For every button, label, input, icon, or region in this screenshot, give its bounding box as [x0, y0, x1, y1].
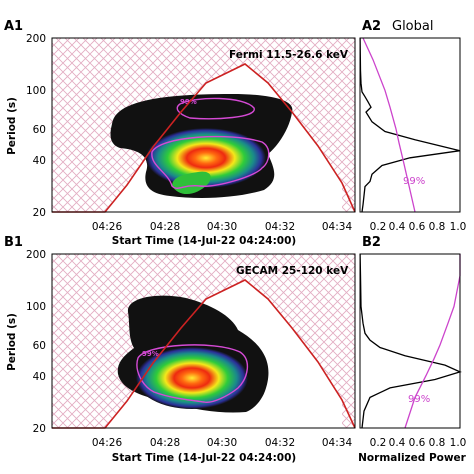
x-tick-label: 04:30 [207, 437, 237, 449]
plot-frame-a2 [359, 37, 461, 213]
significance-label-b2: 99% [408, 394, 430, 405]
y-axis-b1: 200 100 60 40 20 Period (s) [6, 249, 46, 435]
plot-frame-a1 [51, 37, 356, 213]
global-power-line-a2 [359, 37, 461, 213]
y-tick-label: 100 [26, 301, 46, 313]
global-power-line-b2 [359, 253, 462, 429]
panel-label-b2: B2 [362, 235, 381, 250]
panel-label-a1: A1 [4, 19, 23, 34]
y-axis-title-b1: Period (s) [6, 313, 18, 371]
x-tick-label: 04:28 [150, 221, 180, 233]
contour-label-b1: 99% [142, 350, 159, 358]
x-tick-label: 1.0 [450, 437, 467, 449]
coi-hatch-region-a1 [52, 38, 355, 212]
x-tick-label: 1.0 [450, 221, 467, 233]
x-tick-label: 0.4 [389, 221, 406, 233]
y-axis-title-a1: Period (s) [6, 97, 18, 155]
x-axis-a1: 04:26 04:28 04:30 04:32 04:34 Start Time… [92, 221, 353, 247]
x-axis-title-a1: Start Time (14-Jul-22 04:24:00) [112, 235, 296, 247]
x-tick-label: 04:34 [322, 437, 353, 449]
plot-frame-b2 [359, 253, 461, 429]
y-axis-a1: 200 100 60 40 20 Period (s) [6, 33, 46, 219]
coi-line-b1 [52, 279, 356, 429]
panel-label-b1: B1 [4, 235, 23, 250]
y-tick-label: 20 [33, 423, 46, 435]
y-tick-label: 200 [26, 33, 46, 45]
x-tick-label: 04:30 [207, 221, 237, 233]
significance-label-a2: 99% [403, 176, 425, 187]
instrument-label-b1: GECAM 25-120 keV [236, 265, 349, 277]
wavelet-power-blob [146, 128, 266, 188]
x-tick-label: 04:32 [265, 221, 295, 233]
x-tick-label: 0.6 [409, 221, 426, 233]
significance-line-a2 [362, 37, 416, 213]
plot-frame-b1 [51, 253, 356, 429]
y-tick-label: 40 [33, 371, 46, 383]
x-tick-label: 04:32 [265, 437, 295, 449]
x-tick-label: 0.2 [370, 221, 387, 233]
y-tick-label: 100 [26, 85, 46, 97]
x-axis-b1: 04:26 04:28 04:30 04:32 04:34 Start Time… [92, 437, 353, 464]
contour-label-a1: 99% [180, 98, 197, 106]
coi-line-a1 [52, 63, 356, 213]
global-title: Global [392, 19, 433, 34]
wavelet-power-blob [136, 347, 248, 409]
plot-bg-b2 [360, 254, 460, 428]
coi-hatch-fill [52, 38, 355, 212]
panel-label-a2: A2 [362, 19, 381, 34]
x-axis-title-b1: Start Time (14-Jul-22 04:24:00) [112, 452, 296, 464]
wavelet-power-b1: 99% [117, 295, 269, 413]
contour-99-b1 [136, 344, 248, 403]
y-tick-label: 20 [33, 207, 46, 219]
x-axis-a2: 0.2 0.4 0.6 0.8 1.0 [370, 221, 467, 233]
panel-b1: 99% GECAM 25-120 keV [51, 253, 356, 429]
significance-line-b2 [404, 254, 461, 429]
y-tick-label: 40 [33, 155, 46, 167]
x-tick-label: 04:34 [322, 221, 353, 233]
panel-a1: 99% Fermi 11.5-26.6 keV [51, 37, 356, 213]
wavelet-tail [172, 171, 211, 195]
x-tick-label: 04:28 [150, 437, 180, 449]
x-tick-label: 0.6 [409, 437, 426, 449]
x-axis-b2: 0.2 0.4 0.6 0.8 1.0 Normalized Power [358, 437, 467, 464]
x-tick-label: 0.2 [370, 437, 387, 449]
instrument-label-a1: Fermi 11.5-26.6 keV [229, 49, 349, 61]
wavelet-power-a1: 99% [110, 94, 293, 198]
x-tick-label: 0.8 [429, 437, 446, 449]
y-tick-label: 60 [33, 340, 46, 352]
x-tick-label: 0.8 [429, 221, 446, 233]
x-tick-label: 04:26 [92, 221, 123, 233]
y-tick-label: 60 [33, 124, 46, 136]
contour-99-upper-a1 [176, 97, 255, 120]
x-axis-title-b2: Normalized Power [358, 452, 467, 464]
panel-a2: 99% [359, 37, 461, 213]
x-tick-label: 0.4 [389, 437, 406, 449]
panel-b2: 99% [359, 253, 462, 429]
x-tick-label: 04:26 [92, 437, 123, 449]
y-tick-label: 200 [26, 249, 46, 261]
contour-99-a1 [151, 135, 270, 189]
